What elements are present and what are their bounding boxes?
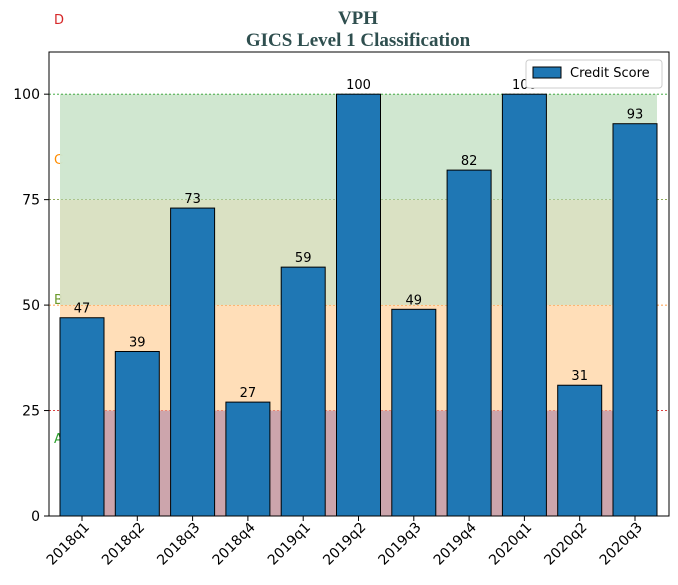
bar-2018q3 <box>170 207 216 517</box>
bar-2020q3 <box>612 123 658 517</box>
data-label-2018q3: 73 <box>184 192 201 207</box>
bar-2018q4 <box>225 401 271 517</box>
zone-label-d: D <box>54 13 64 28</box>
x-axis: 2018q1 2018q2 2018q3 2018q4 2019q1 2019q2 2019… <box>44 516 646 569</box>
data-label-2020q2: 31 <box>571 369 588 384</box>
x-tick-label: 2020q1 <box>486 520 535 569</box>
x-tick-label: 2019q2 <box>320 520 369 569</box>
bar-2018q1 <box>59 317 105 517</box>
bar-2019q1 <box>280 266 326 517</box>
x-tick-label: 2018q1 <box>44 520 93 569</box>
data-label-2019q3: 49 <box>406 293 423 308</box>
data-label-2020q3: 93 <box>627 108 644 123</box>
y-tick-label: 50 <box>22 298 40 314</box>
chart-title: VPH <box>338 8 378 29</box>
data-label-2019q2: 100 <box>346 78 371 93</box>
x-tick-label: 2019q1 <box>265 520 314 569</box>
zone-label-a: A <box>54 432 63 447</box>
legend-swatch <box>532 66 562 79</box>
zone-label-b: B <box>54 293 63 308</box>
legend: Credit Score <box>525 59 663 89</box>
data-label-2018q1: 47 <box>74 302 91 317</box>
bar-2018q2 <box>114 350 160 517</box>
data-label-2019q1: 59 <box>295 251 312 266</box>
bar-2019q4 <box>446 169 492 517</box>
y-tick-label: 100 <box>13 87 40 103</box>
x-tick-label: 2020q3 <box>597 520 646 569</box>
y-axis: 0 25 50 75 100 <box>13 87 49 525</box>
x-tick-label: 2020q2 <box>541 520 590 569</box>
y-tick-label: 25 <box>22 404 40 420</box>
x-tick-label: 2019q4 <box>431 519 480 568</box>
x-tick-label: 2018q2 <box>99 520 148 569</box>
y-tick-label: 0 <box>31 509 40 525</box>
chart-subtitle: GICS Level 1 Classification <box>246 30 471 51</box>
data-label-2018q2: 39 <box>129 335 146 350</box>
bars <box>59 93 658 517</box>
y-tick-label: 75 <box>22 193 40 209</box>
legend-label: Credit Score <box>570 66 650 81</box>
x-tick-label: 2018q4 <box>210 519 259 568</box>
bar-2020q1 <box>501 93 547 517</box>
data-label-2019q4: 82 <box>461 154 478 169</box>
bar-2019q2 <box>336 93 381 517</box>
data-label-2018q4: 27 <box>240 386 257 401</box>
x-tick-label: 2018q3 <box>154 520 203 569</box>
zone-label-c: C <box>54 153 63 168</box>
bar-2020q2 <box>557 384 603 517</box>
bar-2019q3 <box>391 308 437 517</box>
x-tick-label: 2019q3 <box>376 520 425 569</box>
